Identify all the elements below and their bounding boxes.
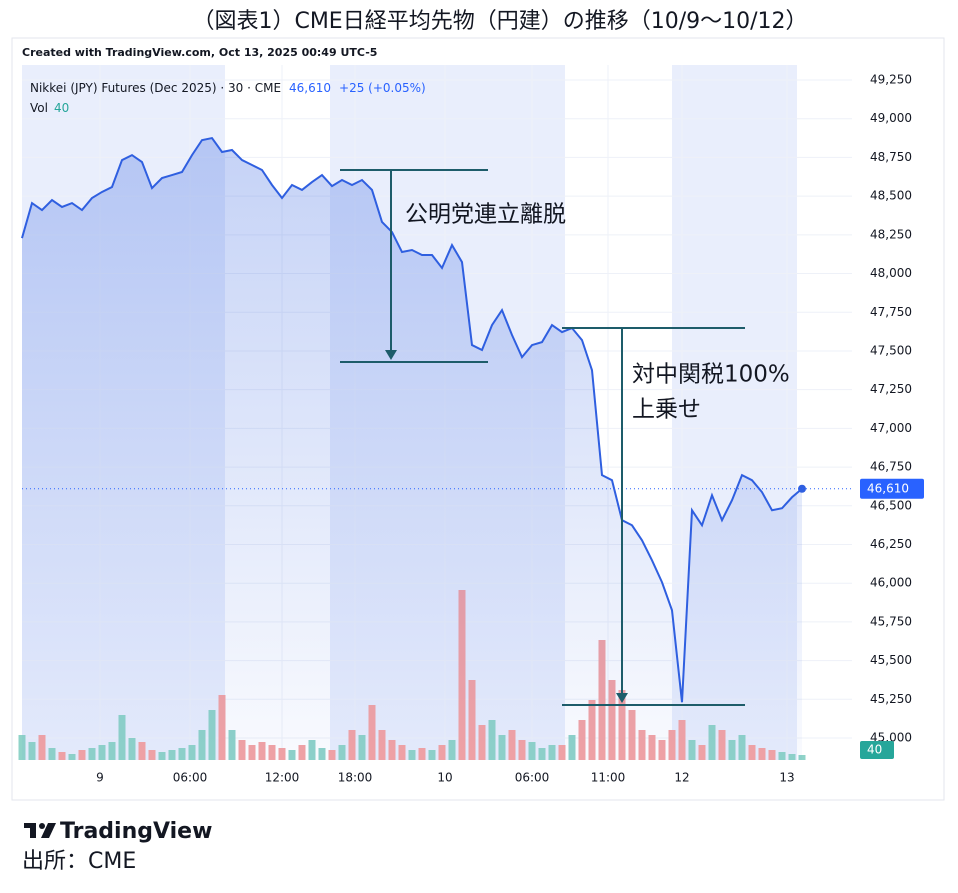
- y-tick-label: 46,250: [870, 537, 912, 551]
- volume-badge-label: 40: [867, 743, 882, 757]
- y-tick-label: 46,500: [870, 498, 912, 512]
- annotation-1: 公明党連立離脱: [340, 169, 566, 363]
- legend-price: 46,610: [289, 81, 331, 95]
- logo-shape: [30, 823, 36, 838]
- volume-badge: [860, 741, 894, 759]
- x-tick-label: 10: [437, 771, 452, 785]
- y-tick-label: 46,000: [870, 576, 912, 590]
- brand: TradingView: [60, 819, 212, 844]
- x-tick-label: 12:00: [265, 771, 300, 785]
- x-tick-label: 9: [96, 771, 104, 785]
- frame: [11, 37, 945, 801]
- annotation-text: 対中関税100%: [632, 362, 790, 388]
- arrow-head: [385, 350, 397, 360]
- y-tick-label: 47,000: [870, 421, 912, 435]
- volume-legend: Vol 40: [30, 101, 69, 115]
- legend: Nikkei (JPY) Futures (Dec 2025) · 30 · C…: [30, 81, 426, 95]
- arrow-head: [616, 693, 628, 703]
- price-badge: [860, 478, 924, 499]
- y-tick-label: 45,500: [870, 653, 912, 667]
- price-line: [21, 136, 803, 703]
- y-tick-label: 48,250: [870, 227, 912, 241]
- x-tick-label: 12: [674, 771, 689, 785]
- x-tick-label: 06:00: [173, 771, 208, 785]
- y-tick-label: 47,250: [870, 382, 912, 396]
- annotation-2: 対中関税100% 上乗せ: [562, 327, 790, 706]
- x-tick-label: 11:00: [591, 771, 626, 785]
- y-tick-label: 49,250: [870, 73, 912, 87]
- chart-title: （図表1）CME日経平均先物（円建）の推移（10/9～10/12）: [192, 9, 807, 34]
- volume-value: 40: [54, 101, 69, 115]
- logo: TradingView: [24, 819, 212, 844]
- symbol: Nikkei (JPY) Futures (Dec 2025) · 30 · C…: [30, 81, 281, 95]
- credit: Created with TradingView.com, Oct 13, 20…: [22, 46, 377, 59]
- y-tick-label: 45,750: [870, 614, 912, 628]
- y-tick-label: 48,000: [870, 266, 912, 280]
- source: 出所：CME: [22, 849, 136, 874]
- annotation-text: 公明党連立離脱: [405, 202, 566, 228]
- y-tick-label: 48,750: [870, 150, 912, 164]
- x-tick-label: 06:00: [515, 771, 550, 785]
- y-tick-label: 49,000: [870, 111, 912, 125]
- price-badge-label: 46,610: [867, 481, 909, 495]
- y-tick-label: 47,750: [870, 305, 912, 319]
- logo-shape: [41, 823, 56, 838]
- volume-name: Vol: [30, 101, 48, 115]
- annotation-text: 上乗せ: [632, 397, 701, 423]
- legend-change: +25 (+0.05%): [339, 81, 426, 95]
- x-tick-label: 13: [779, 771, 794, 785]
- x-tick-label: 18:00: [338, 771, 373, 785]
- y-tick-label: 46,750: [870, 460, 912, 474]
- y-tick-label: 47,500: [870, 343, 912, 357]
- y-tick-label: 48,500: [870, 189, 912, 203]
- y-tick-label: 45,250: [870, 692, 912, 706]
- logo-shape: [39, 823, 45, 829]
- area: [22, 138, 802, 760]
